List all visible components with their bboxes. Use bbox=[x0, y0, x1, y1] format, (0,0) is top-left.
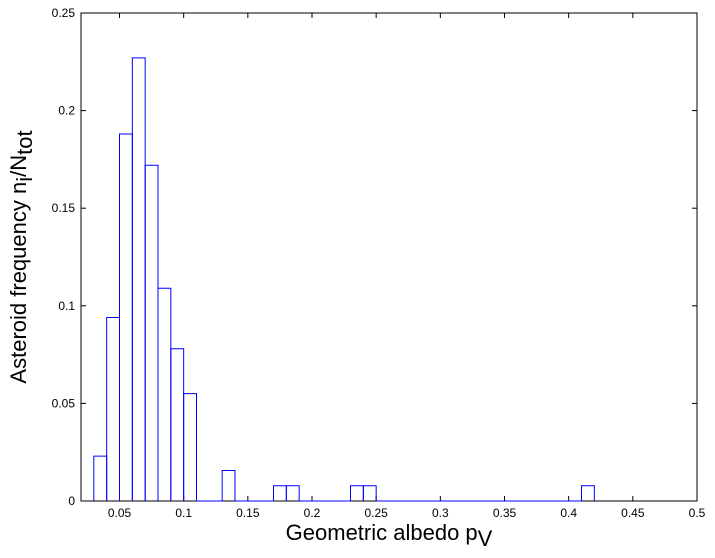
x-tick-label: 0.15 bbox=[236, 506, 260, 520]
y-axis-label: Asteroid frequency ni/Ntot bbox=[6, 130, 37, 383]
y-tick-label: 0.25 bbox=[52, 6, 76, 20]
y-tick-label: 0.1 bbox=[58, 299, 75, 313]
histogram-bar bbox=[144, 164, 159, 501]
histogram-bar bbox=[285, 485, 300, 501]
x-tick-label: 0.25 bbox=[364, 506, 388, 520]
x-tick-label: 0.5 bbox=[689, 506, 706, 520]
y-tick-label: 0.05 bbox=[52, 396, 76, 410]
y-tick-label: 0.15 bbox=[52, 201, 76, 215]
x-tick-label: 0.4 bbox=[560, 506, 577, 520]
axes-box bbox=[80, 12, 698, 502]
histogram-bar bbox=[350, 485, 364, 501]
histogram-bar bbox=[106, 317, 120, 501]
histogram-bar bbox=[221, 470, 236, 501]
x-axis-label: Geometric albedo pV bbox=[286, 520, 493, 551]
x-tick-label: 0.1 bbox=[175, 506, 192, 520]
y-tick-label: 0 bbox=[68, 494, 75, 508]
histogram-bar bbox=[170, 348, 185, 501]
histogram-bar bbox=[93, 455, 108, 501]
histogram-bar bbox=[362, 485, 377, 501]
histogram-bar bbox=[119, 133, 133, 501]
x-tick-label: 0.3 bbox=[432, 506, 449, 520]
x-tick-label: 0.2 bbox=[304, 506, 321, 520]
histogram-bar bbox=[273, 485, 287, 501]
histogram-bar bbox=[183, 393, 197, 501]
histogram-bar bbox=[581, 485, 595, 501]
histogram-bar bbox=[131, 57, 146, 501]
x-tick-label: 0.35 bbox=[493, 506, 517, 520]
y-tick-label: 0.2 bbox=[58, 104, 75, 118]
x-tick-label: 0.05 bbox=[108, 506, 132, 520]
histogram-bar bbox=[157, 287, 172, 501]
x-tick-label: 0.45 bbox=[621, 506, 645, 520]
